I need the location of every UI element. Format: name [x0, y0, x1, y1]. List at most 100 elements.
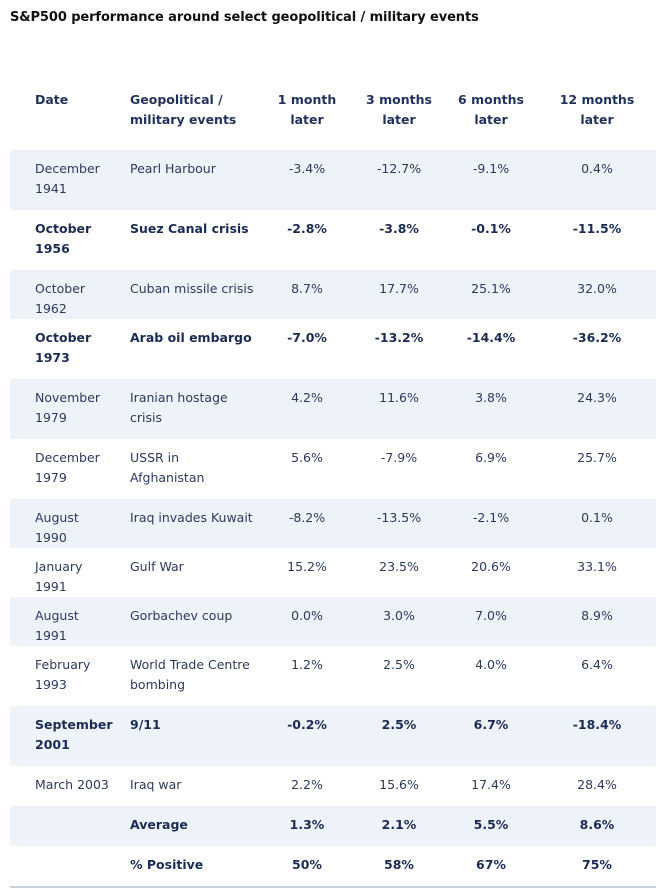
cell-6-months: 67%	[444, 846, 538, 888]
cell-12-months: 8.9%	[538, 597, 656, 646]
summary-label: Average	[120, 806, 260, 846]
cell-date: August 1991	[10, 597, 120, 646]
cell-12-months: 32.0%	[538, 270, 656, 319]
cell-3-months: -13.2%	[374, 330, 424, 345]
header-row: Date Geopolitical / military events 1 mon…	[10, 82, 656, 150]
cell-1-month: -7.0%	[287, 330, 327, 345]
cell-date: August 1990	[10, 499, 120, 548]
cell-date: November 1979	[10, 379, 120, 439]
cell-12-months: -11.5%	[572, 221, 622, 236]
cell-6-months: 25.1%	[444, 270, 538, 319]
table-row: November 1979 Iranian hostage crisis 4.2% …	[10, 379, 656, 439]
summary-row-average: Average 1.3% 2.1% 5.5% 8.6%	[10, 806, 656, 846]
cell-event: USSR in Afghanistan	[130, 450, 205, 485]
cell-date	[10, 806, 120, 846]
cell-12-months: 6.4%	[581, 657, 613, 672]
header-date: Date	[35, 92, 69, 107]
header-event: Geopolitical / military events	[130, 92, 237, 127]
cell-date: December 1979	[35, 450, 100, 485]
table-row: October 1962 Cuban missile crisis 8.7% 1…	[10, 270, 656, 319]
table-row: September 2001 9/11 -0.2% 2.5% 6.7% -18.4…	[10, 706, 656, 766]
cell-6-months: 20.6%	[471, 559, 511, 574]
cell-3-months: 3.0%	[354, 597, 444, 646]
page-title: S&P500 performance around select geopoli…	[10, 10, 479, 25]
cell-date: December 1941	[10, 150, 120, 210]
cell-event: Iranian hostage crisis	[120, 379, 260, 439]
cell-12-months: 8.6%	[538, 806, 656, 846]
cell-event: Suez Canal crisis	[130, 221, 249, 236]
cell-3-months: 11.6%	[354, 379, 444, 439]
cell-3-months: 15.6%	[379, 777, 419, 792]
cell-1-month: -8.2%	[260, 499, 354, 548]
events-table-container: Date Geopolitical / military events 1 mon…	[10, 82, 656, 888]
cell-3-months: -12.7%	[354, 150, 444, 210]
table-row: January 1991 Gulf War 15.2% 23.5% 20.6% …	[10, 548, 656, 597]
cell-6-months: 7.0%	[444, 597, 538, 646]
cell-1-month: 4.2%	[260, 379, 354, 439]
cell-12-months: 28.4%	[577, 777, 617, 792]
cell-1-month: -0.2%	[260, 706, 354, 766]
table-row: December 1979 USSR in Afghanistan 5.6% -7.…	[10, 439, 656, 499]
cell-event: Iraq invades Kuwait	[120, 499, 260, 548]
cell-6-months: 5.5%	[444, 806, 538, 846]
cell-event: World Trade Centre bombing	[130, 657, 250, 692]
cell-6-months: -0.1%	[471, 221, 511, 236]
table-row: December 1941 Pearl Harbour -3.4% -12.7% …	[10, 150, 656, 210]
cell-event: Gorbachev coup	[120, 597, 260, 646]
cell-3-months: 17.7%	[354, 270, 444, 319]
cell-12-months: -36.2%	[572, 330, 622, 345]
cell-event: Iraq war	[130, 777, 182, 792]
cell-6-months: -9.1%	[444, 150, 538, 210]
cell-1-month: 50%	[260, 846, 354, 888]
table-row: August 1991 Gorbachev coup 0.0% 3.0% 7.0…	[10, 597, 656, 646]
cell-1-month: 1.2%	[291, 657, 323, 672]
cell-6-months: 4.0%	[475, 657, 507, 672]
cell-date: January 1991	[35, 559, 83, 594]
cell-6-months: 6.9%	[475, 450, 507, 465]
cell-12-months: 24.3%	[538, 379, 656, 439]
table-header: Date Geopolitical / military events 1 mon…	[10, 82, 656, 150]
table-row: August 1990 Iraq invades Kuwait -8.2% -1…	[10, 499, 656, 548]
cell-event: Pearl Harbour	[120, 150, 260, 210]
cell-6-months: 3.8%	[444, 379, 538, 439]
cell-date: March 2003	[35, 777, 109, 792]
cell-1-month: 15.2%	[287, 559, 327, 574]
cell-1-month: 0.0%	[260, 597, 354, 646]
cell-event: Cuban missile crisis	[120, 270, 260, 319]
cell-date: September 2001	[10, 706, 120, 766]
cell-12-months: 0.1%	[538, 499, 656, 548]
cell-event: Arab oil embargo	[130, 330, 252, 345]
cell-1-month: 8.7%	[260, 270, 354, 319]
header-12-months: 12 months later	[559, 92, 635, 127]
events-table: Date Geopolitical / military events 1 mon…	[10, 82, 656, 888]
cell-event: 9/11	[120, 706, 260, 766]
cell-3-months: 2.5%	[354, 706, 444, 766]
cell-12-months: 75%	[538, 846, 656, 888]
cell-3-months: -3.8%	[379, 221, 419, 236]
cell-3-months: 23.5%	[379, 559, 419, 574]
cell-3-months: 2.1%	[354, 806, 444, 846]
cell-6-months: -2.1%	[444, 499, 538, 548]
cell-6-months: -14.4%	[466, 330, 516, 345]
cell-date	[10, 846, 120, 888]
cell-3-months: -13.5%	[354, 499, 444, 548]
header-6-months: 6 months later	[458, 92, 524, 127]
cell-date: October 1973	[35, 330, 92, 365]
table-row: October 1956 Suez Canal crisis -2.8% -3.8…	[10, 210, 656, 270]
cell-12-months: 25.7%	[577, 450, 617, 465]
cell-date: October 1962	[10, 270, 120, 319]
cell-12-months: 33.1%	[577, 559, 617, 574]
header-1-month: 1 month later	[277, 92, 337, 127]
cell-1-month: -2.8%	[287, 221, 327, 236]
table-row: February 1993 World Trade Centre bombing 1…	[10, 646, 656, 706]
cell-date: October 1956	[35, 221, 92, 256]
cell-event: Gulf War	[130, 559, 184, 574]
cell-3-months: 58%	[354, 846, 444, 888]
cell-date: February 1993	[35, 657, 91, 692]
cell-12-months: 0.4%	[538, 150, 656, 210]
cell-1-month: 5.6%	[291, 450, 323, 465]
cell-1-month: 1.3%	[260, 806, 354, 846]
table-body: December 1941 Pearl Harbour -3.4% -12.7% …	[10, 150, 656, 888]
header-3-months: 3 months later	[366, 92, 432, 127]
cell-6-months: 6.7%	[444, 706, 538, 766]
